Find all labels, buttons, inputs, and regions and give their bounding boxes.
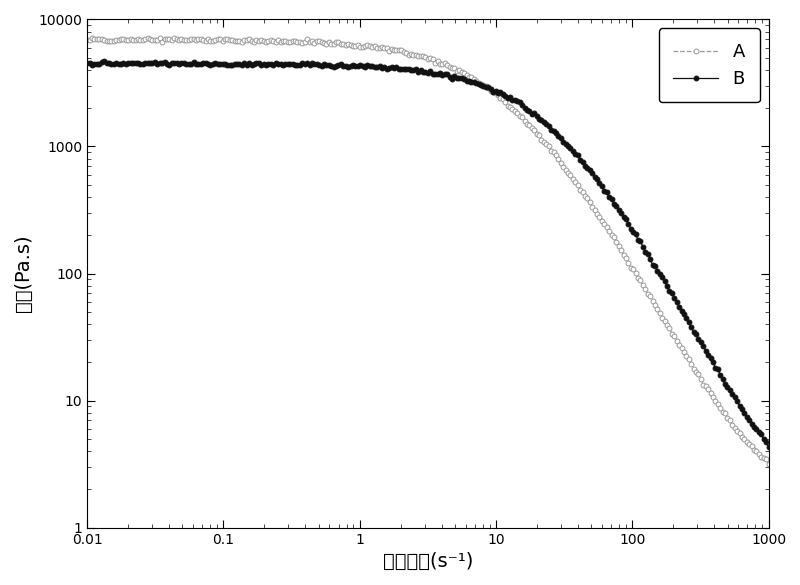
B <box>653 267 662 274</box>
A <box>698 381 708 388</box>
A <box>474 79 483 86</box>
B <box>44 58 54 66</box>
A <box>653 306 662 313</box>
A <box>44 36 54 43</box>
A <box>486 88 495 95</box>
Legend: A, B: A, B <box>658 29 759 102</box>
A <box>764 461 774 468</box>
B <box>764 443 774 450</box>
A <box>471 78 481 85</box>
A <box>42 35 51 42</box>
B <box>99 58 109 65</box>
X-axis label: 剪切速率(s⁻¹): 剪切速率(s⁻¹) <box>382 552 473 571</box>
B <box>474 80 483 87</box>
A <box>63 33 73 40</box>
Line: B: B <box>44 59 771 449</box>
B <box>42 60 51 67</box>
B <box>698 342 708 349</box>
B <box>486 85 495 92</box>
Line: A: A <box>44 35 771 467</box>
Y-axis label: 粘度(Pa.s): 粘度(Pa.s) <box>14 235 33 312</box>
B <box>471 80 481 87</box>
